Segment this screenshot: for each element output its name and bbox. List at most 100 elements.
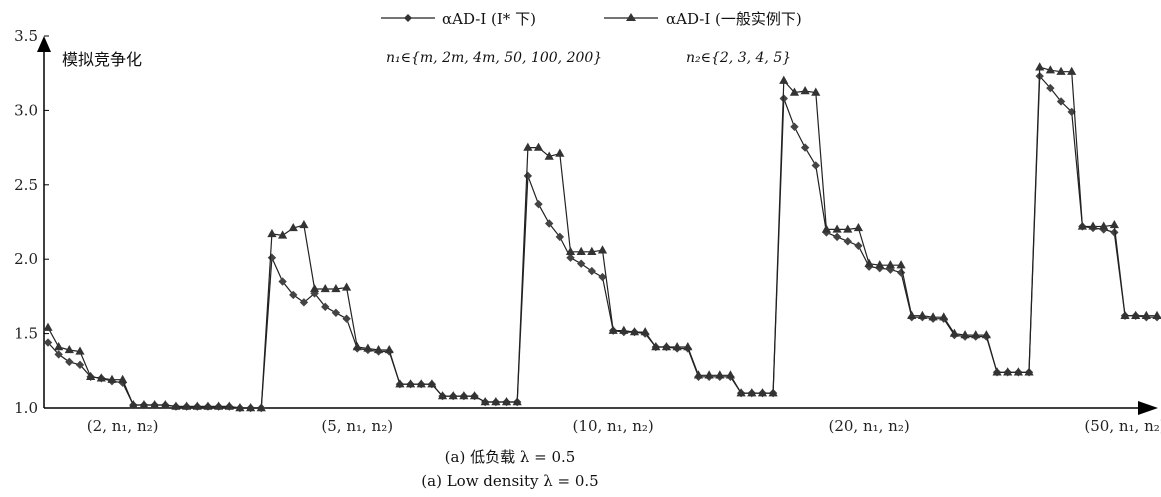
data-point-triangle <box>309 283 320 293</box>
data-point-diamond <box>534 199 543 209</box>
data-point-diamond <box>832 232 842 242</box>
data-point-triangle <box>789 87 800 96</box>
data-point-triangle <box>811 87 821 96</box>
series-line-1 <box>47 74 1157 409</box>
data-point-triangle <box>704 370 714 379</box>
data-point-diamond <box>1046 83 1055 93</box>
legend-marker-diamond <box>404 14 412 22</box>
data-point-triangle <box>86 371 96 380</box>
data-point-triangle <box>1067 66 1077 75</box>
data-point-triangle <box>779 75 789 84</box>
data-point-triangle <box>651 341 661 351</box>
data-point-diamond <box>65 357 74 367</box>
data-point-diamond <box>576 259 586 268</box>
data-point-triangle <box>171 401 181 410</box>
data-point-triangle <box>160 400 170 409</box>
data-point-triangle <box>821 224 832 233</box>
data-point-diamond <box>523 171 533 181</box>
data-point-triangle <box>395 379 405 388</box>
caption-zh: (a) 低负载 λ = 0.5 <box>445 448 576 466</box>
data-point-diamond <box>267 253 277 262</box>
x-group-label: (10, n₁, n₂) <box>573 417 654 435</box>
data-point-triangle <box>107 374 117 383</box>
data-point-triangle <box>1056 66 1066 75</box>
data-point-diamond <box>544 219 554 228</box>
data-point-triangle <box>459 391 469 400</box>
data-point-triangle <box>928 312 938 321</box>
data-point-diamond <box>331 308 341 317</box>
data-point-triangle <box>1120 310 1130 319</box>
data-point-triangle <box>1035 62 1045 71</box>
data-point-triangle <box>992 367 1002 376</box>
data-point-triangle <box>800 86 810 95</box>
data-point-triangle <box>501 397 512 406</box>
data-point-diamond <box>1110 228 1119 237</box>
legend-note-n2: n₂∈{2, 3, 4, 5} <box>686 50 791 66</box>
y-tick-label: 2.5 <box>14 176 38 194</box>
data-point-triangle <box>203 401 213 410</box>
data-point-triangle <box>512 397 522 406</box>
x-axis-arrow <box>1138 401 1158 415</box>
y-tick-label: 3.0 <box>14 101 38 119</box>
data-point-triangle <box>939 312 949 321</box>
data-point-diamond <box>321 302 330 312</box>
data-point-triangle <box>192 401 202 410</box>
data-point-triangle <box>640 327 650 336</box>
data-point-diamond <box>811 161 820 170</box>
x-group-label: (50, n₁, n₂) <box>1084 417 1161 435</box>
data-point-diamond <box>566 253 575 262</box>
series-layer <box>43 62 1161 413</box>
data-point-triangle <box>597 245 608 254</box>
data-point-triangle <box>480 397 490 406</box>
data-point-triangle <box>715 370 725 379</box>
data-point-triangle <box>246 403 256 412</box>
data-point-triangle <box>491 397 501 406</box>
data-point-diamond <box>598 272 607 282</box>
data-point-triangle <box>75 346 85 355</box>
data-point-diamond <box>555 232 565 242</box>
data-point-triangle <box>235 403 245 412</box>
data-point-triangle <box>875 260 885 269</box>
y-tick-label: 1.0 <box>14 399 38 417</box>
data-point-triangle <box>960 330 970 339</box>
data-point-triangle <box>1024 367 1034 376</box>
data-point-triangle <box>565 246 576 255</box>
data-point-triangle <box>416 379 426 388</box>
data-point-triangle <box>331 283 341 293</box>
data-point-triangle <box>683 341 693 351</box>
data-point-triangle <box>629 327 640 336</box>
legend-note-n1: n₁∈{m, 2m, 4m, 50, 100, 200} <box>386 50 602 66</box>
data-point-triangle <box>1152 310 1161 319</box>
data-point-triangle <box>1077 221 1087 230</box>
y-axis-label: 模拟竞争化 <box>62 50 142 69</box>
data-point-triangle <box>768 388 778 397</box>
data-point-triangle <box>693 370 704 379</box>
data-point-triangle <box>747 388 757 397</box>
data-point-triangle <box>1013 367 1023 376</box>
data-point-triangle <box>469 391 480 400</box>
data-point-triangle <box>1003 367 1013 376</box>
y-axis-arrow <box>37 36 51 52</box>
data-point-diamond <box>843 237 852 246</box>
data-point-triangle <box>736 388 746 397</box>
data-point-triangle <box>320 283 330 293</box>
data-point-diamond <box>1056 97 1066 106</box>
data-point-diamond <box>800 143 810 152</box>
data-point-triangle <box>182 401 192 410</box>
data-point-diamond <box>342 314 351 323</box>
x-group-label: (5, n₁, n₂) <box>321 417 393 435</box>
data-point-triangle <box>949 328 959 337</box>
data-point-triangle <box>214 401 224 410</box>
data-point-triangle <box>448 391 458 400</box>
data-point-triangle <box>288 222 298 232</box>
data-point-triangle <box>341 282 352 291</box>
data-point-triangle <box>150 400 160 409</box>
data-point-diamond <box>278 277 287 286</box>
data-point-triangle <box>1141 310 1151 319</box>
x-group-label: (2, n₁, n₂) <box>87 417 159 435</box>
data-point-triangle <box>224 401 234 410</box>
data-point-triangle <box>1088 221 1098 230</box>
data-point-triangle <box>96 373 106 382</box>
data-point-triangle <box>971 330 981 339</box>
data-point-triangle <box>544 151 554 160</box>
